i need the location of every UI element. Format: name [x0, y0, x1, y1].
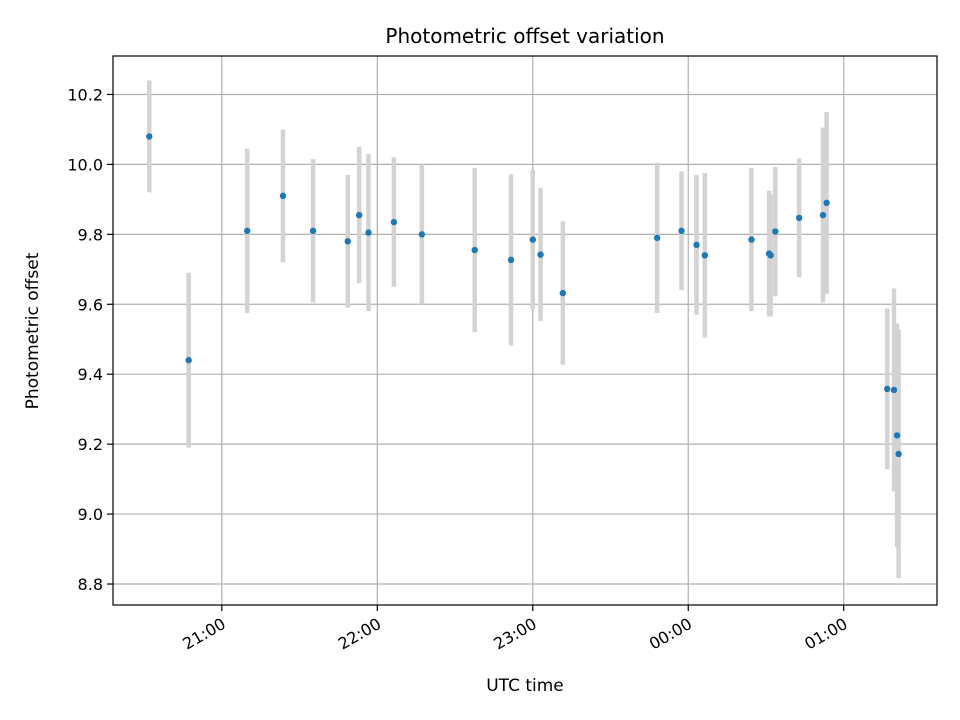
- data-point: [767, 252, 774, 259]
- data-point: [185, 357, 192, 364]
- y-tick-label: 9.4: [78, 365, 103, 384]
- chart-title: Photometric offset variation: [385, 24, 664, 48]
- y-tick-label: 9.0: [78, 505, 103, 524]
- data-point: [309, 227, 317, 235]
- x-axis-label: UTC time: [486, 676, 564, 696]
- data-point: [418, 231, 426, 238]
- y-axis-label: Photometric offset: [23, 252, 43, 409]
- data-point: [344, 238, 351, 245]
- data-point: [772, 228, 779, 235]
- data-point: [823, 199, 830, 207]
- data-point: [146, 133, 153, 140]
- grid: [113, 56, 937, 605]
- data-point: [390, 218, 398, 226]
- y-axis-ticks: 8.8 9.0 9.2 9.4 9.6 9.8 10.0 10.2: [67, 85, 113, 594]
- data-point: [244, 227, 251, 235]
- data-point: [884, 385, 891, 393]
- y-tick-label: 9.6: [78, 295, 103, 314]
- data-point: [819, 211, 827, 219]
- data-point: [693, 241, 700, 249]
- y-tick-label: 9.2: [78, 435, 103, 454]
- y-tick-label: 9.8: [78, 225, 103, 244]
- y-tick-label: 10.0: [67, 155, 103, 174]
- data-point: [537, 251, 544, 258]
- data-points: [146, 133, 902, 458]
- data-point: [471, 246, 478, 254]
- data-point: [678, 227, 685, 235]
- data-point: [795, 214, 803, 222]
- data-point: [507, 256, 515, 264]
- y-tick-label: 8.8: [78, 575, 103, 594]
- data-point: [893, 432, 901, 439]
- plot-frame: [112, 55, 938, 606]
- data-point: [653, 234, 661, 242]
- data-point: [701, 252, 709, 259]
- data-point: [890, 386, 898, 394]
- y-tick-label: 10.2: [67, 85, 103, 104]
- data-point: [279, 192, 287, 200]
- data-point: [895, 450, 902, 458]
- data-point: [559, 289, 567, 297]
- data-point: [529, 236, 536, 243]
- data-point: [748, 236, 755, 243]
- data-point: [355, 211, 363, 219]
- data-point: [365, 229, 372, 236]
